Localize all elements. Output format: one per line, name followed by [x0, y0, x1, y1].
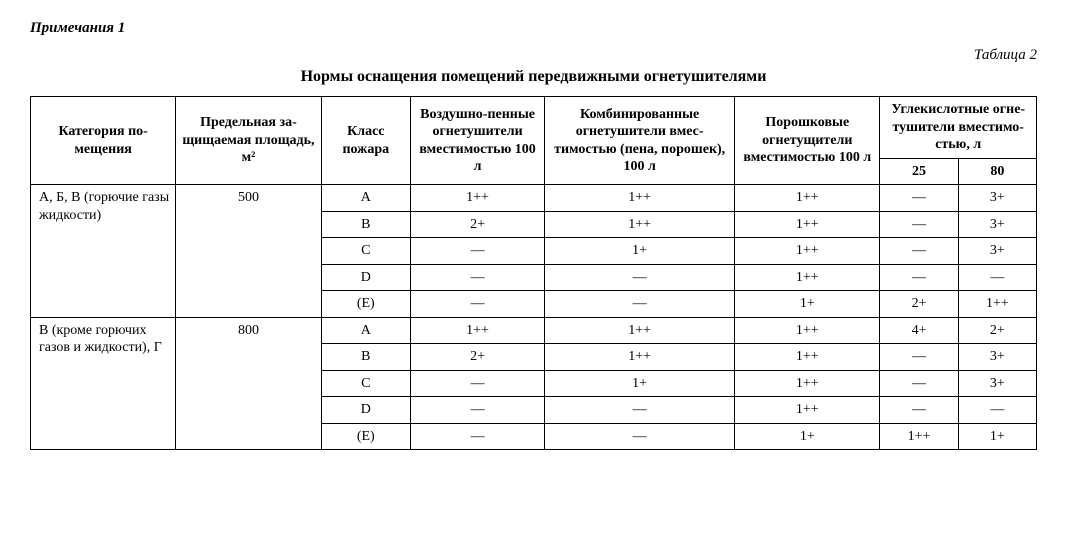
table-number: Таблица 2 [30, 47, 1037, 64]
cell-foam: — [411, 264, 545, 291]
cell-fire-class: В [321, 344, 410, 371]
cell-foam: 2+ [411, 211, 545, 238]
cell-co2-25: 1++ [880, 423, 958, 450]
extinguisher-table: Категория по­мещения Предельная за­щищае… [30, 96, 1037, 450]
cell-co2-25: — [880, 344, 958, 371]
table-title: Нормы оснащения помещений передвижными о… [30, 68, 1037, 86]
cell-co2-80: 3+ [958, 344, 1036, 371]
cell-powder: 1++ [735, 370, 880, 397]
cell-combined: 1++ [545, 211, 735, 238]
cell-combined: — [545, 397, 735, 424]
cell-foam: 2+ [411, 344, 545, 371]
cell-fire-class: (Е) [321, 423, 410, 450]
cell-category: А, Б, В (горю­чие газы жид­кости) [31, 185, 176, 318]
cell-co2-80: 1+ [958, 423, 1036, 450]
col-category: Категория по­мещения [31, 97, 176, 185]
cell-powder: 1+ [735, 291, 880, 318]
note-label: Примечания 1 [30, 20, 1037, 37]
cell-foam: — [411, 238, 545, 265]
cell-co2-80: — [958, 397, 1036, 424]
cell-powder: 1++ [735, 211, 880, 238]
cell-fire-class: (Е) [321, 291, 410, 318]
cell-fire-class: D [321, 264, 410, 291]
cell-co2-80: — [958, 264, 1036, 291]
cell-powder: 1++ [735, 264, 880, 291]
cell-powder: 1+ [735, 423, 880, 450]
cell-fire-class: В [321, 211, 410, 238]
table-head: Категория по­мещения Предельная за­щищае… [31, 97, 1037, 185]
cell-co2-80: 3+ [958, 238, 1036, 265]
cell-combined: 1++ [545, 344, 735, 371]
col-area: Предельная за­щищаемая пло­щадь, м² [176, 97, 321, 185]
cell-co2-80: 2+ [958, 317, 1036, 344]
cell-co2-25: — [880, 238, 958, 265]
cell-co2-25: — [880, 397, 958, 424]
cell-co2-80: 3+ [958, 211, 1036, 238]
cell-co2-80: 3+ [958, 185, 1036, 212]
cell-foam: — [411, 370, 545, 397]
cell-combined: 1++ [545, 317, 735, 344]
table-row: В (кроме горю­чих газов и жидкости), Г80… [31, 317, 1037, 344]
cell-foam: 1++ [411, 317, 545, 344]
cell-powder: 1++ [735, 317, 880, 344]
table-body: А, Б, В (горю­чие газы жид­кости)500А1++… [31, 185, 1037, 450]
cell-powder: 1++ [735, 185, 880, 212]
cell-co2-25: 2+ [880, 291, 958, 318]
cell-area: 800 [176, 317, 321, 450]
col-foam: Воздушно-пенные огнету­шители вмес­тимос… [411, 97, 545, 185]
cell-foam: — [411, 397, 545, 424]
table-row: А, Б, В (горю­чие газы жид­кости)500А1++… [31, 185, 1037, 212]
col-fire-class: Класс пожара [321, 97, 410, 185]
cell-foam: — [411, 291, 545, 318]
cell-combined: 1+ [545, 370, 735, 397]
col-combined: Комбинированные огнетушители вмес­тимост… [545, 97, 735, 185]
cell-fire-class: С [321, 238, 410, 265]
cell-combined: — [545, 423, 735, 450]
cell-co2-80: 1++ [958, 291, 1036, 318]
col-co2-80: 80 [958, 158, 1036, 185]
cell-co2-25: — [880, 264, 958, 291]
cell-co2-25: 4+ [880, 317, 958, 344]
col-co2-25: 25 [880, 158, 958, 185]
cell-co2-25: — [880, 185, 958, 212]
cell-fire-class: D [321, 397, 410, 424]
cell-combined: — [545, 264, 735, 291]
cell-powder: 1++ [735, 238, 880, 265]
cell-powder: 1++ [735, 397, 880, 424]
cell-foam: — [411, 423, 545, 450]
cell-fire-class: А [321, 185, 410, 212]
cell-powder: 1++ [735, 344, 880, 371]
cell-co2-80: 3+ [958, 370, 1036, 397]
cell-foam: 1++ [411, 185, 545, 212]
cell-combined: 1+ [545, 238, 735, 265]
cell-fire-class: А [321, 317, 410, 344]
col-powder: Порошковые огнетущители вместимостью 100… [735, 97, 880, 185]
col-co2-group: Углекислотные огне­тушители вместимо­сть… [880, 97, 1037, 159]
cell-category: В (кроме горю­чих газов и жидкости), Г [31, 317, 176, 450]
cell-fire-class: С [321, 370, 410, 397]
cell-area: 500 [176, 185, 321, 318]
cell-combined: — [545, 291, 735, 318]
cell-co2-25: — [880, 370, 958, 397]
cell-co2-25: — [880, 211, 958, 238]
cell-combined: 1++ [545, 185, 735, 212]
